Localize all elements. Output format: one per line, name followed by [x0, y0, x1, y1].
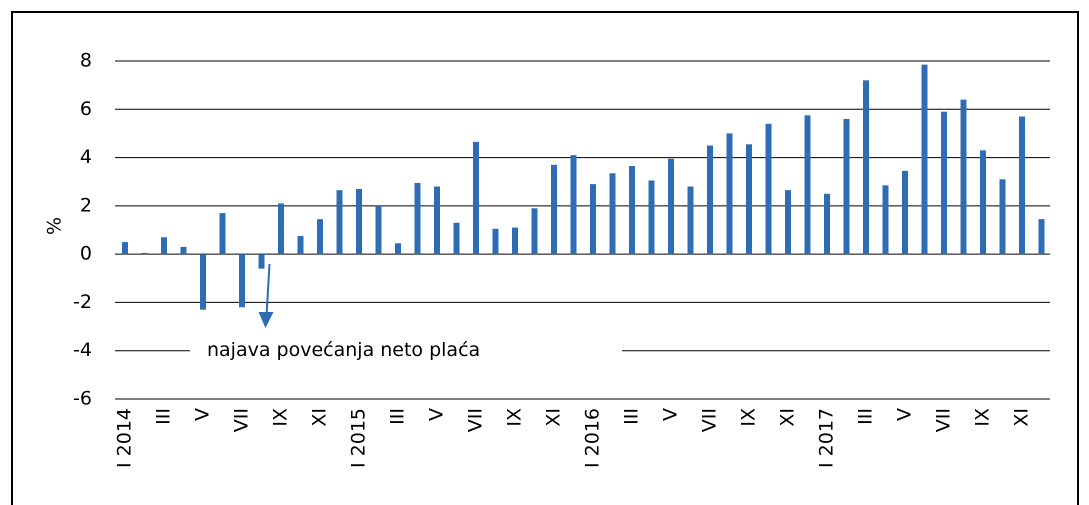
x-tick-label: III: [153, 408, 175, 425]
x-tick-label: I 2016: [582, 408, 604, 468]
bar: [531, 208, 538, 255]
bar: [239, 254, 245, 308]
bar: [960, 99, 967, 255]
y-tick-label: 4: [80, 146, 92, 168]
bar: [843, 118, 850, 255]
y-axis-label: %: [44, 217, 66, 235]
bar: [297, 236, 304, 255]
x-tick-label: I 2015: [348, 408, 370, 468]
x-tick-label: XI: [543, 408, 565, 427]
bar: [1019, 116, 1025, 255]
bar: [122, 242, 128, 255]
x-tick-label: IX: [738, 408, 760, 427]
bar: [804, 115, 811, 255]
bar: [980, 150, 986, 255]
bar: [434, 186, 440, 255]
x-tick-label: V: [426, 408, 448, 421]
bar: [687, 186, 694, 255]
bar: [414, 182, 421, 255]
bar: [765, 123, 772, 255]
bar: [317, 219, 323, 255]
bar: [551, 164, 557, 255]
bar: [629, 166, 635, 255]
y-tick-label: -6: [73, 388, 92, 410]
y-tick-label: 6: [80, 98, 92, 120]
frame: [11, 11, 1079, 505]
bar: [590, 184, 596, 255]
bar: [824, 193, 830, 255]
bar: [648, 180, 655, 255]
bar: [278, 203, 284, 255]
bar: [999, 179, 1006, 255]
bar: [863, 80, 869, 255]
bar: [473, 141, 479, 255]
x-tick-label: XI: [309, 408, 331, 427]
y-tick-label: -4: [73, 339, 92, 361]
x-tick-label: IX: [504, 408, 526, 427]
annotation: najava povećanja neto plaća: [207, 339, 480, 361]
bar: [882, 185, 889, 255]
x-tick-label: VII: [465, 408, 487, 432]
bar: [200, 254, 206, 310]
bar: [921, 64, 928, 255]
x-tick-label: I 2017: [816, 408, 838, 468]
bar: [668, 158, 674, 255]
bar: [336, 190, 343, 255]
y-tick-label: 0: [80, 243, 92, 265]
bar: [726, 133, 733, 255]
bar: [746, 144, 752, 255]
bar: [180, 246, 187, 255]
annotation-background: [190, 334, 622, 367]
y-tick-label: -2: [73, 291, 92, 313]
bar: [161, 237, 167, 255]
bar: [395, 243, 401, 255]
bar: [492, 228, 499, 255]
bar: [141, 252, 148, 255]
y-tick-label: 2: [80, 194, 92, 216]
x-tick-label: III: [621, 408, 643, 425]
x-tick-label: XI: [1011, 408, 1033, 427]
bar: [570, 155, 577, 255]
x-tick-label: I 2014: [114, 408, 136, 468]
bar: [707, 145, 713, 255]
bar: [453, 222, 460, 255]
bar: [512, 227, 518, 255]
x-tick-label: III: [855, 408, 877, 425]
bar: [258, 254, 265, 269]
bar: [219, 213, 226, 255]
bar: [1038, 219, 1045, 255]
bar: [356, 188, 362, 255]
bar: [902, 170, 908, 255]
bar: [375, 205, 382, 255]
x-tick-label: V: [894, 408, 916, 421]
x-tick-label: V: [192, 408, 214, 421]
bar: [941, 111, 947, 255]
bar: [609, 173, 616, 255]
y-tick-label: 8: [80, 50, 92, 72]
bar: [785, 190, 791, 255]
x-tick-label: IX: [270, 408, 292, 427]
x-tick-label: III: [387, 408, 409, 425]
x-tick-label: IX: [972, 408, 994, 427]
x-tick-label: XI: [777, 408, 799, 427]
x-tick-label: VII: [231, 408, 253, 432]
x-tick-label: V: [660, 408, 682, 421]
x-tick-label: VII: [933, 408, 955, 432]
annotation-arrow: [265, 263, 271, 317]
arrow-head: [258, 312, 274, 328]
x-tick-label: VII: [699, 408, 721, 432]
